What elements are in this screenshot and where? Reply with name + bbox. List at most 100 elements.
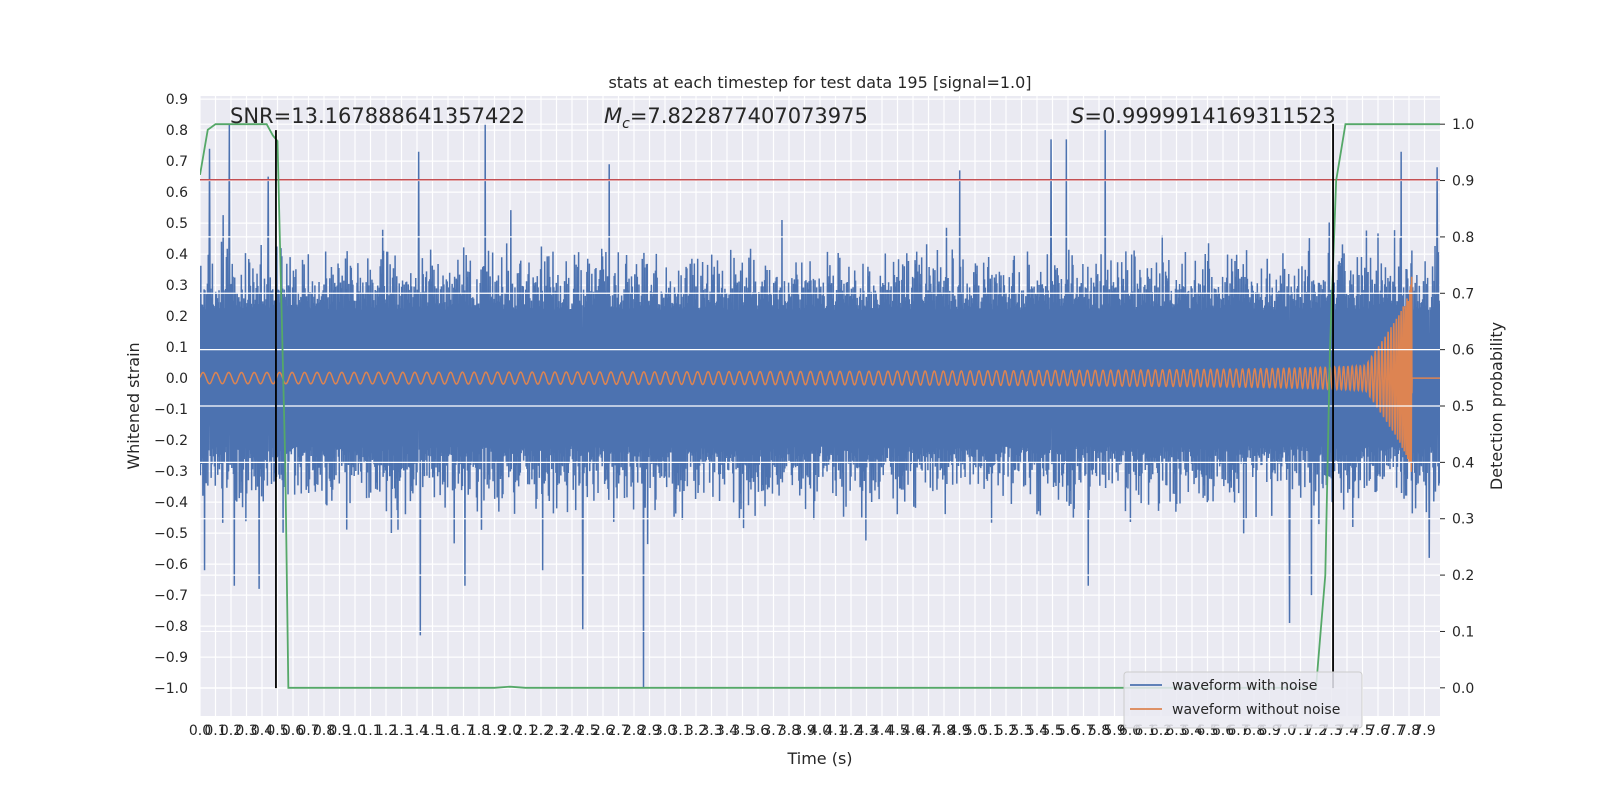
y-right-tick-label: 0.1 <box>1452 624 1474 640</box>
x-tick-label: 4.1 <box>824 723 846 739</box>
y-tick-label: 0.4 <box>166 247 188 263</box>
x-tick-label: 4.0 <box>809 723 831 739</box>
x-tick-label: 3.5 <box>731 723 753 739</box>
x-tick-label: 3.9 <box>793 723 815 739</box>
y-tick-labels: 0.9 0.8 0.7 0.6 0.5 0.4 0.3 0.2 0.1 0.0 −0.1 −0.2 −0… <box>154 92 188 697</box>
x-tick-label: 0.6 <box>282 723 304 739</box>
x-tick-label: 5.7 <box>1072 723 1094 739</box>
x-tick-label: 4.9 <box>948 723 970 739</box>
x-tick-label: 3.4 <box>716 723 738 739</box>
y-tick-label: −0.5 <box>154 526 188 542</box>
x-tick-label: 5.4 <box>1026 723 1048 739</box>
x-tick-label: 4.4 <box>871 723 893 739</box>
x-tick-label: 0.5 <box>266 723 288 739</box>
x-tick-label: 0.1 <box>204 723 226 739</box>
x-tick-label: 2.0 <box>499 723 521 739</box>
x-tick-label: 2.7 <box>607 723 629 739</box>
x-tick-label: 4.3 <box>855 723 877 739</box>
y-tick-label: 0.9 <box>166 92 188 108</box>
x-tick-label: 3.1 <box>669 723 691 739</box>
y-right-axis-label: Detection probability <box>1487 322 1506 490</box>
y-right-tick-label: 0.2 <box>1452 568 1474 584</box>
score-symbol: S <box>1071 104 1084 128</box>
x-tick-label: 2.3 <box>545 723 567 739</box>
chirp-mass-annotation: Mc=7.822877407073975 <box>604 104 868 132</box>
x-tick-label: 0.7 <box>297 723 319 739</box>
x-tick-label: 2.5 <box>576 723 598 739</box>
x-tick-label: 5.8 <box>1088 723 1110 739</box>
x-tick-label: 1.3 <box>390 723 412 739</box>
x-tick-label: 5.0 <box>964 723 986 739</box>
y-right-tick-label: 0.9 <box>1452 174 1474 190</box>
y-right-tick-labels: 1.0 0.9 0.8 0.7 0.6 0.5 0.4 0.3 0.2 0.1 0.0 <box>1440 117 1474 697</box>
y-tick-label: −1.0 <box>154 681 188 697</box>
x-tick-label: 0.3 <box>235 723 257 739</box>
x-tick-label: 4.6 <box>902 723 924 739</box>
x-tick-label: 0.0 <box>189 723 211 739</box>
x-tick-label: 4.8 <box>933 723 955 739</box>
x-tick-label: 4.2 <box>840 723 862 739</box>
y-tick-label: 0.0 <box>166 371 188 387</box>
y-tick-label: 0.6 <box>166 185 188 201</box>
x-tick-label: 1.5 <box>421 723 443 739</box>
y-tick-label: −0.6 <box>154 557 188 573</box>
x-tick-label: 7.6 <box>1367 723 1389 739</box>
y-right-tick-label: 0.4 <box>1452 455 1474 471</box>
x-tick-label: 7.8 <box>1398 723 1420 739</box>
legend-label-clean: waveform without noise <box>1172 702 1340 718</box>
chirp-mass-symbol: M <box>604 104 622 128</box>
x-tick-label: 0.9 <box>328 723 350 739</box>
y-right-tick-label: 0.6 <box>1452 343 1474 359</box>
y-tick-label: 0.1 <box>166 340 188 356</box>
y-right-tick-label: 0.7 <box>1452 286 1474 302</box>
y-tick-label: 0.2 <box>166 309 188 325</box>
y-right-tick-label: 1.0 <box>1452 117 1474 133</box>
overlay-layer <box>200 123 1440 689</box>
x-tick-label: 2.6 <box>592 723 614 739</box>
legend: waveform with noise waveform without noi… <box>1123 671 1363 729</box>
y-axis-label: Whitened strain <box>124 342 143 469</box>
x-tick-label: 2.8 <box>623 723 645 739</box>
x-tick-label: 5.2 <box>995 723 1017 739</box>
y-tick-label: 0.7 <box>166 154 188 170</box>
x-tick-label: 2.2 <box>530 723 552 739</box>
x-axis-label: Time (s) <box>786 749 852 768</box>
x-tick-label: 5.6 <box>1057 723 1079 739</box>
x-tick-label: 7.9 <box>1413 723 1435 739</box>
score-annotation: S=0.9999914169311523 <box>1071 104 1336 128</box>
x-tick-label: 7.7 <box>1382 723 1404 739</box>
y-tick-label: 0.5 <box>166 216 188 232</box>
x-tick-label: 1.4 <box>406 723 428 739</box>
x-tick-label: 2.9 <box>638 723 660 739</box>
x-tick-label: 0.8 <box>313 723 335 739</box>
y-right-tick-label: 0.8 <box>1452 230 1474 246</box>
legend-box <box>1123 671 1363 729</box>
x-tick-labels: 0.00.10.20.30.40.50.60.70.80.91.01.11.21… <box>189 723 1436 739</box>
x-tick-label: 5.3 <box>1010 723 1032 739</box>
x-tick-label: 3.0 <box>654 723 676 739</box>
x-tick-label: 1.6 <box>437 723 459 739</box>
legend-label-noisy: waveform with noise <box>1172 678 1317 694</box>
x-tick-label: 5.5 <box>1041 723 1063 739</box>
x-tick-label: 4.5 <box>886 723 908 739</box>
y-tick-label: −0.1 <box>154 402 188 418</box>
x-tick-label: 2.1 <box>514 723 536 739</box>
series-layer <box>200 123 1440 689</box>
y-right-tick-label: 0.5 <box>1452 399 1474 415</box>
x-tick-label: 1.9 <box>483 723 505 739</box>
series-detection-probability <box>200 123 1440 689</box>
x-tick-label: 1.7 <box>452 723 474 739</box>
chart-title: stats at each timestep for test data 195… <box>608 73 1031 92</box>
y-tick-label: −0.9 <box>154 650 188 666</box>
x-tick-label: 3.3 <box>700 723 722 739</box>
x-tick-label: 2.4 <box>561 723 583 739</box>
y-tick-label: −0.8 <box>154 619 188 635</box>
chirp-mass-subscript: c <box>622 116 630 132</box>
x-tick-label: 1.2 <box>375 723 397 739</box>
y-right-tick-label: 0.0 <box>1452 681 1474 697</box>
x-tick-label: 5.1 <box>979 723 1001 739</box>
y-tick-label: 0.3 <box>166 278 188 294</box>
x-tick-label: 0.2 <box>220 723 242 739</box>
y-tick-label: −0.2 <box>154 433 188 449</box>
